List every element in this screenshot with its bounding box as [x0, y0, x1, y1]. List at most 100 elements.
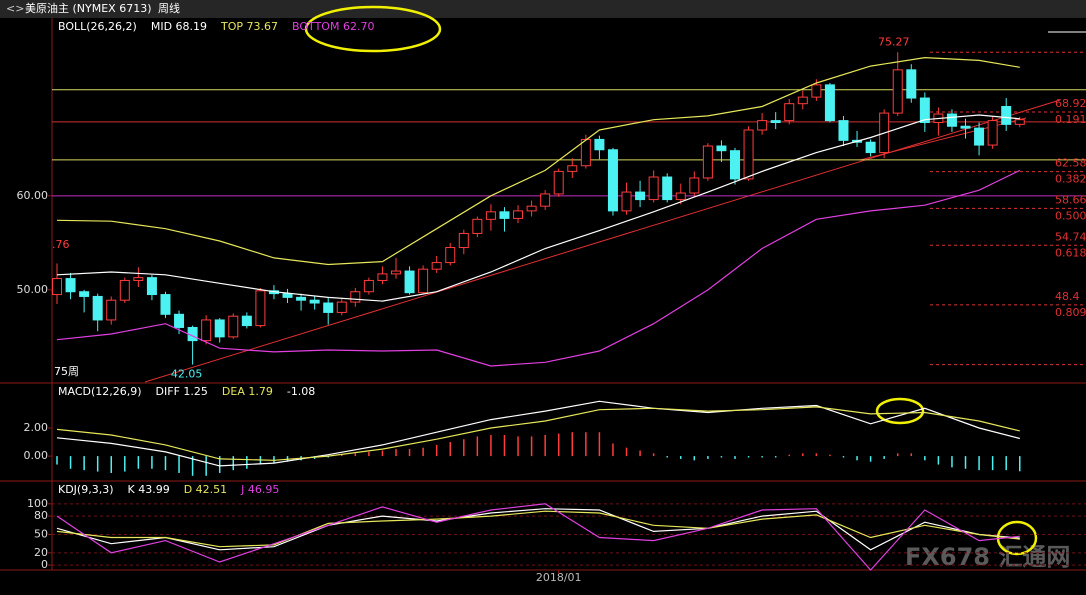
candle-body [431, 262, 442, 270]
y-tick-label: 100 [27, 497, 48, 510]
candle-body [499, 211, 510, 219]
candle-body [309, 299, 320, 304]
candle-body [133, 277, 144, 281]
candle-body [567, 165, 578, 172]
indicator-title: BOLL(26,26,2) [58, 20, 137, 33]
price-label: .76 [52, 238, 70, 251]
fib-ratio-label: 0.500 [1055, 209, 1086, 222]
candle-body [865, 141, 876, 154]
candle-body [323, 302, 334, 313]
legend-entry: MID 68.19 [151, 20, 207, 33]
candle-body [201, 319, 212, 342]
legend-entry: J 46.95 [240, 483, 279, 496]
candle-body [296, 296, 307, 301]
candle-body [811, 84, 822, 98]
instrument-title: 美原油主 (NYMEX 6713) [25, 1, 152, 15]
y-tick-label: 0.00 [24, 449, 49, 462]
candle-body [797, 96, 808, 105]
candle-body [79, 291, 90, 297]
highlight-circle [304, 5, 442, 53]
fib-price-label: 54.74 [1055, 230, 1086, 243]
nav-icon[interactable]: <> [6, 2, 24, 15]
indicator-line [56, 508, 1020, 551]
candle-body [119, 279, 130, 301]
candle-body [662, 176, 673, 201]
period-count: 75周 [54, 365, 79, 378]
candle-body [906, 69, 917, 99]
candle-body [472, 218, 483, 234]
candle-body [1001, 106, 1012, 125]
fib-ratio-label: 0.809 [1055, 306, 1086, 319]
candle-body [92, 295, 103, 321]
indicator-line [56, 114, 1020, 302]
candle-body [160, 294, 171, 315]
indicator-line [56, 406, 1020, 461]
candle-body [946, 113, 957, 127]
candle-body [445, 247, 456, 264]
watermark: FX678 汇通网 [905, 543, 1070, 571]
candle-body [757, 120, 768, 131]
legend-entry: -1.08 [287, 385, 315, 398]
y-tick-label: 60.00 [17, 189, 49, 202]
candle-body [526, 205, 537, 212]
candle-body [675, 192, 686, 201]
candle-body [1014, 119, 1025, 125]
legend-entry: D 42.51 [184, 483, 227, 496]
candle-body [960, 125, 971, 129]
indicator-line [56, 56, 1020, 266]
candle-body [648, 176, 659, 201]
y-tick-label: 20 [34, 546, 48, 559]
y-tick-label: 2.00 [24, 421, 49, 434]
candle-body [458, 232, 469, 249]
candle-body [743, 129, 754, 180]
fib-price-label: 48.4 [1055, 290, 1080, 303]
legend-entry: DEA 1.79 [222, 385, 273, 398]
indicator-line [56, 169, 1021, 367]
low-label: 42.05 [171, 368, 203, 381]
fib-ratio-label: 0.382 [1055, 173, 1086, 186]
candle-body [350, 291, 361, 303]
legend-entry: TOP 73.67 [220, 20, 278, 33]
candle-body [363, 279, 374, 293]
candle-body [106, 299, 117, 321]
candle-body [730, 150, 740, 180]
legend-entry: K 43.99 [128, 483, 170, 496]
fib-price-label: 68.92 [1055, 97, 1086, 110]
candle-body [336, 301, 347, 313]
y-tick-label: 50.00 [17, 283, 49, 296]
title-bar [0, 0, 1086, 18]
candle-body [513, 210, 524, 219]
candle-body [824, 84, 835, 122]
legend-entry: DIFF 1.25 [156, 385, 208, 398]
indicator-line [56, 510, 1020, 548]
candle-body [784, 103, 795, 122]
y-tick-label: 80 [34, 509, 48, 522]
candle-body [146, 277, 157, 296]
candle-body [987, 120, 998, 146]
candle-body [580, 138, 591, 167]
candle-body [282, 293, 293, 298]
candle-body [702, 145, 713, 179]
indicator-line [56, 400, 1020, 467]
candle-body [594, 138, 605, 151]
candle-body [974, 127, 985, 146]
candle-body [892, 69, 903, 114]
candle-body [404, 270, 415, 294]
highlight-circle [875, 397, 925, 425]
fib-price-label: 58.66 [1055, 193, 1086, 206]
period-selector[interactable]: 周线 [158, 1, 180, 15]
candle-body [485, 211, 496, 220]
trend-line [144, 99, 1061, 383]
indicator-title: MACD(12,26,9) [58, 385, 142, 398]
y-tick-label: 0 [41, 558, 48, 571]
indicator-line [56, 503, 1020, 571]
candle-body [553, 170, 564, 195]
y-tick-label: 50 [34, 527, 48, 540]
high-label: 75.27 [878, 35, 910, 48]
candle-body [540, 193, 551, 207]
candle-body [770, 120, 781, 123]
candle-body [621, 191, 632, 212]
